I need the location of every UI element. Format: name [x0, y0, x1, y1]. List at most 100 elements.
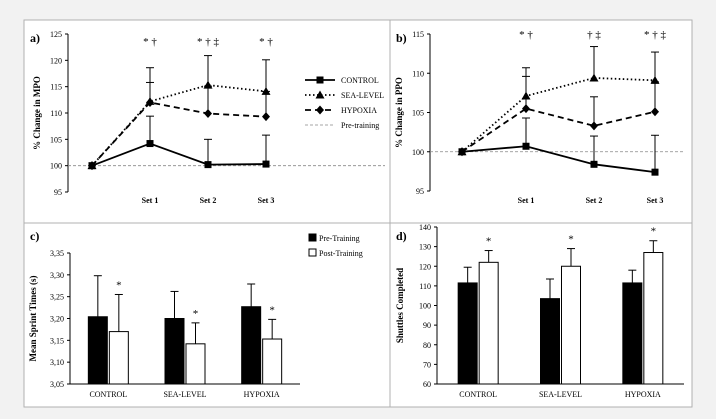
bar — [643, 252, 664, 385]
data-point — [590, 121, 598, 131]
series-hypoxia — [458, 75, 659, 157]
panel-frame-a — [23, 19, 391, 224]
legend-swatch — [308, 233, 317, 242]
y-tick-label: 3,15 — [50, 336, 64, 345]
legend-label: SEA-LEVEL — [341, 91, 384, 100]
y-tick-label: 95 — [54, 188, 62, 197]
y-tick-label: 120 — [419, 262, 431, 271]
data-point — [88, 161, 96, 171]
panel-label: a) — [30, 31, 40, 45]
y-tick-label: 110 — [412, 69, 424, 78]
y-tick-label: 125 — [50, 30, 62, 39]
bar — [622, 282, 643, 385]
data-point — [262, 112, 270, 122]
bar-chart-3: d) Shuttles Completed 60 70 80 90 100 110 120 130… — [395, 223, 684, 399]
y-tick-label: 95 — [416, 187, 424, 196]
x-category-label: HYPOXIA — [625, 390, 661, 399]
data-point — [651, 107, 659, 117]
x-category-label: CONTROL — [89, 390, 127, 399]
y-tick-label: 3,05 — [50, 380, 64, 389]
significance-annotation: * † — [259, 36, 273, 48]
panel-label: d) — [396, 229, 407, 243]
significance-annotation: * † ‡ — [644, 29, 667, 41]
line-chart-0: a) % Change in MPO 95 100 105 110 115 120 125 Set… — [30, 30, 385, 205]
significance-annotation: * † — [519, 29, 533, 41]
x-category-label: Set 2 — [586, 196, 603, 205]
chart-root: a) % Change in MPO 95 100 105 110 115 120 125 Set… — [28, 29, 684, 399]
y-tick-label: 3,25 — [50, 293, 64, 302]
significance-annotation: * † — [143, 36, 157, 48]
legend-marker — [315, 90, 325, 99]
series-line — [461, 107, 656, 153]
y-tick-label: 3,30 — [50, 271, 64, 280]
y-tick-label: 120 — [50, 56, 62, 65]
y-tick-label: 100 — [412, 148, 424, 157]
bar — [108, 331, 129, 385]
panel-frame-b — [389, 19, 693, 224]
x-category-label: Set 3 — [647, 196, 664, 205]
bar — [262, 338, 283, 385]
y-tick-label: 90 — [423, 321, 431, 330]
y-tick-label: 3,20 — [50, 315, 64, 324]
significance-annotation: * — [116, 279, 122, 291]
significance-annotation: * — [193, 308, 199, 320]
y-axis-label: % Change in PPO — [394, 77, 404, 148]
y-tick-label: 80 — [423, 341, 431, 350]
y-tick-label: 140 — [419, 223, 431, 232]
panel-frame-c — [23, 222, 391, 408]
bar-chart-2: c) Mean Sprint Times (s) 3,05 3,10 3,15 3,20 3… — [28, 229, 363, 399]
legend-marker — [316, 105, 324, 115]
x-category-label: HYPOXIA — [244, 390, 280, 399]
legend-label: Pre-Training — [319, 234, 360, 243]
y-axis-label: % Change in MPO — [32, 76, 42, 150]
x-category-label: Set 2 — [200, 196, 217, 205]
bar — [87, 316, 108, 385]
line-chart-1: b) % Change in PPO 95 100 105 110 115 Set 1 Set … — [394, 29, 684, 205]
legend-label: Post-Training — [319, 249, 363, 258]
bar — [540, 298, 560, 385]
data-point — [589, 73, 599, 82]
data-point — [146, 97, 154, 107]
bar — [241, 306, 262, 385]
bar — [561, 265, 581, 385]
legend: Pre-Training Post-Training — [308, 233, 363, 258]
legend-marker — [316, 76, 324, 84]
legend-swatch — [308, 248, 317, 257]
significance-annotation: * — [269, 304, 275, 316]
significance-annotation: * — [568, 234, 574, 246]
x-category-label: CONTROL — [459, 390, 497, 399]
significance-annotation: * † ‡ — [197, 36, 220, 48]
y-tick-label: 110 — [419, 282, 431, 291]
y-tick-label: 60 — [423, 380, 431, 389]
data-point — [522, 142, 530, 150]
x-category-label: Set 1 — [518, 196, 535, 205]
x-category-label: SEA-LEVEL — [163, 390, 206, 399]
y-tick-label: 115 — [50, 83, 62, 92]
bar — [164, 318, 185, 385]
y-tick-label: 110 — [50, 109, 62, 118]
x-category-label: Set 1 — [142, 196, 159, 205]
y-axis-label: Shuttles Completed — [395, 268, 405, 343]
y-tick-label: 3,35 — [50, 249, 64, 258]
legend: CONTROL SEA-LEVEL HYPOXIA Pre-training — [305, 76, 384, 130]
series-line — [461, 77, 656, 153]
panel-label: b) — [396, 31, 407, 45]
data-point — [458, 147, 466, 157]
series-line — [461, 145, 656, 174]
y-axis-label: Mean Sprint Times (s) — [28, 276, 38, 362]
y-tick-label: 100 — [50, 162, 62, 171]
data-point — [204, 161, 212, 169]
y-tick-label: 105 — [412, 109, 424, 118]
series-line — [91, 101, 267, 167]
legend-label: CONTROL — [341, 76, 379, 85]
data-point — [651, 168, 659, 176]
series-line — [91, 142, 267, 167]
data-point — [262, 160, 270, 168]
x-category-label: SEA-LEVEL — [539, 390, 582, 399]
data-point — [522, 104, 530, 114]
data-point — [204, 109, 212, 119]
y-tick-label: 115 — [412, 30, 424, 39]
x-category-label: Set 3 — [258, 196, 275, 205]
significance-annotation: * — [486, 236, 492, 248]
data-point — [590, 160, 598, 168]
